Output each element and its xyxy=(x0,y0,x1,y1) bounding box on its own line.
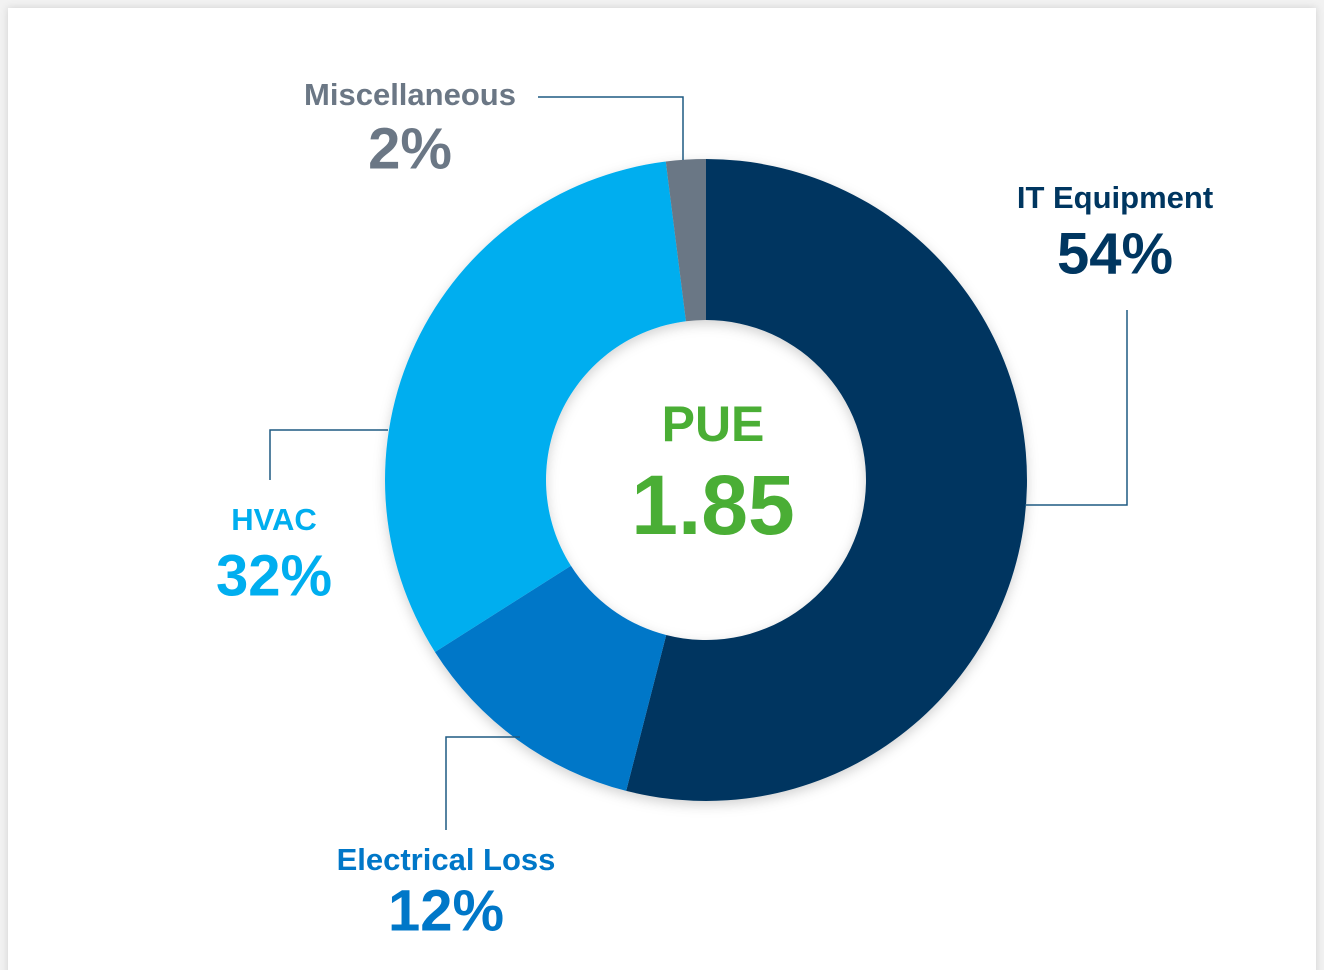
slice-value-label: 2% xyxy=(368,116,452,181)
slice-label: HVAC xyxy=(231,502,317,537)
leader-line xyxy=(269,429,388,480)
slice-value-label: 32% xyxy=(216,543,332,608)
slice xyxy=(626,159,1027,801)
donut xyxy=(384,159,1027,801)
leader-line xyxy=(445,736,520,830)
center-title: PUE xyxy=(662,396,765,452)
slice-value-label: 54% xyxy=(1057,221,1173,286)
leader-line xyxy=(1025,310,1128,506)
slice-label: IT Equipment xyxy=(1017,180,1213,215)
slice-label: Electrical Loss xyxy=(337,842,556,877)
leader-line xyxy=(538,96,684,160)
center-value: 1.85 xyxy=(631,458,795,552)
slice-value-label: 12% xyxy=(388,878,504,943)
slice xyxy=(665,159,706,322)
slice xyxy=(434,565,667,791)
slice xyxy=(384,161,686,653)
slice-label: Miscellaneous xyxy=(304,77,516,112)
